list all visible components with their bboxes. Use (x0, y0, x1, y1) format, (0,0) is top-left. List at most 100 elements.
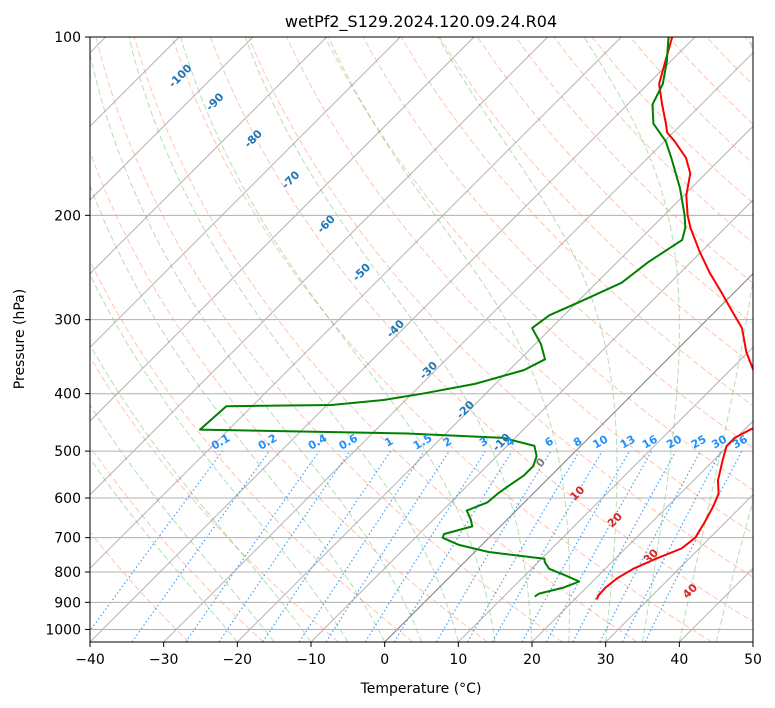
moist-adiabat (437, 37, 618, 642)
y-tick-label: 600 (54, 491, 81, 507)
dry-adiabat (591, 37, 753, 204)
dry-adiabat (90, 445, 264, 642)
y-tick-label: 800 (54, 565, 81, 581)
y-tick-label: 200 (54, 208, 81, 224)
wetbulb-label: -70 (279, 168, 302, 191)
isotherm-zero (384, 272, 753, 642)
mixing-ratio-line (298, 450, 425, 642)
wetbulb-label: 0 (533, 455, 548, 470)
x-axis-label: Temperature (°C) (360, 681, 482, 697)
mixing-ratio-line (218, 450, 351, 642)
mixing-ratio-line (131, 450, 270, 642)
mixing-ratio-label: 16 (640, 432, 660, 451)
mixing-ratio-line (572, 450, 677, 642)
moist-adiabat (583, 37, 680, 642)
y-tick-label: 400 (54, 387, 81, 403)
mixing-ratio-label: 36 (730, 432, 750, 451)
x-tick-label: 40 (670, 652, 688, 668)
dry-adiabat (90, 356, 339, 642)
dry-adiabat (133, 37, 638, 642)
mixing-ratio-label: 25 (689, 433, 709, 452)
dry-adiabat (668, 37, 753, 125)
wetbulb-label: -80 (242, 127, 265, 150)
mixing-ratio-line (521, 450, 631, 642)
wetbulb-label: 40 (680, 581, 700, 601)
dry-adiabat (324, 37, 753, 491)
x-tick-label: −10 (296, 652, 326, 668)
temperature-profile (595, 37, 753, 600)
y-tick-label: 100 (54, 30, 81, 46)
moist-adiabat (90, 184, 386, 642)
dry-adiabat (95, 37, 563, 642)
wetbulb-label: 20 (605, 510, 625, 530)
mixing-ratio-label: 8 (571, 435, 584, 450)
y-tick-label: 700 (54, 531, 81, 547)
isotherm (90, 37, 475, 422)
chart-title: wetPf2_S129.2024.120.09.24.R04 (285, 12, 557, 32)
wetbulb-label: -40 (384, 317, 407, 340)
moist-adiabat (678, 37, 753, 642)
x-tick-label: 50 (744, 652, 762, 668)
mixing-ratio-label: 1 (382, 435, 395, 450)
mixing-ratio-label: 13 (618, 433, 638, 452)
mixing-ratio-line (393, 450, 513, 642)
mixing-ratio-line (545, 450, 653, 642)
x-tick-label: −20 (223, 652, 253, 668)
dry-adiabat (210, 37, 753, 623)
dry-adiabat (438, 37, 753, 366)
isotherm (678, 567, 753, 642)
moist-adiabat (128, 37, 459, 642)
y-axis: 100 200 300 400 500 600 700 800 900 1000 (45, 30, 90, 638)
y-tick-label: 500 (54, 444, 81, 460)
dry-adiabat (706, 37, 753, 86)
dry-adiabat (553, 37, 753, 244)
mixing-ratio-line (262, 450, 392, 642)
wetbulb-label: -30 (417, 359, 440, 382)
isotherm (236, 125, 753, 642)
mixing-ratio-label: 20 (664, 432, 684, 451)
isotherm (163, 51, 753, 642)
dry-adiabat (90, 150, 488, 642)
wetbulb-label: -90 (203, 90, 226, 113)
dry-adiabat (248, 37, 753, 578)
wetbulb-label: 10 (567, 483, 587, 503)
mixing-ratio-line (435, 450, 552, 642)
dry-adiabat (286, 37, 753, 534)
isotherm (90, 37, 622, 570)
moist-adiabat (90, 343, 312, 642)
dewpoint-profile (199, 37, 687, 598)
moist-adiabat (180, 37, 496, 642)
x-tick-label: 30 (597, 652, 615, 668)
moist-adiabat (90, 51, 422, 642)
isotherm (605, 493, 753, 642)
plot-area (90, 37, 753, 642)
dry-adiabat (362, 37, 753, 449)
isotherm (457, 346, 753, 642)
wetbulb-label: -20 (454, 398, 477, 421)
plot-frame (89, 36, 754, 643)
mixing-ratio-label: 10 (591, 432, 611, 451)
moist-adiabat (90, 457, 238, 642)
isotherm (531, 420, 753, 642)
x-tick-label: −40 (75, 652, 105, 668)
moist-adiabat (244, 37, 533, 642)
x-axis: −40 −30 −20 −10 0 10 20 30 40 50 (75, 642, 762, 668)
dry-adiabat (90, 531, 190, 642)
mixing-ratio-line (185, 450, 320, 642)
mixing-ratio-line (466, 450, 580, 642)
dry-adiabat (400, 37, 753, 407)
isotherm (752, 641, 753, 642)
isotherm (90, 37, 696, 642)
wetbulb-label: -50 (350, 260, 373, 283)
mixing-ratio-label: 0.1 (209, 432, 232, 453)
wetbulb-label: -60 (315, 212, 338, 235)
y-tick-label: 1000 (45, 622, 81, 638)
isotherm (90, 37, 328, 275)
dry-adiabat (744, 37, 753, 47)
x-tick-label: 10 (449, 652, 467, 668)
isotherm (90, 37, 254, 201)
isotherm (90, 37, 401, 349)
y-axis-label: Pressure (hPa) (12, 289, 28, 389)
